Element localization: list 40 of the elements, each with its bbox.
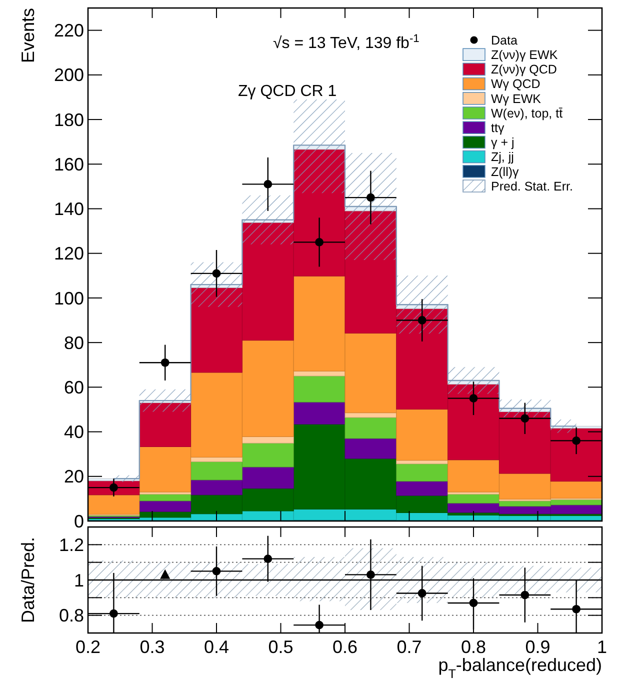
y-tick-label: 100 — [54, 288, 84, 308]
legend-label: γ + j — [491, 136, 514, 150]
y-tick-label: 200 — [54, 65, 84, 86]
legend-label: Pred. Stat. Err. — [491, 179, 573, 194]
x-tick-label: 0.7 — [396, 637, 422, 657]
x-tick-label: 0.6 — [332, 637, 358, 657]
annotation: √s = 13 TeV, 139 fb$^{-1}$ — [273, 33, 420, 52]
y-tick-label: 20 — [64, 466, 84, 487]
x-tick-label: 0.2 — [75, 637, 101, 657]
y-tick-label: 180 — [54, 110, 84, 130]
legend-label: Wγ QCD — [491, 77, 540, 92]
x-tick-label: 0.5 — [268, 637, 294, 657]
x-axis-title: p$_{T}$-balance(reduced) — [438, 655, 602, 681]
y-tick-label: 220 — [54, 20, 84, 41]
y-axis-title: Data/Pred. — [18, 536, 38, 624]
legend-label: Zj, jj — [491, 150, 514, 164]
x-tick-label: 1 — [596, 637, 608, 657]
legend-label: Z(ll)γ — [491, 164, 520, 179]
y-tick-label: 160 — [54, 154, 84, 174]
y-tick-label: 0 — [74, 511, 84, 532]
annotation: Zγ QCD CR 1 — [238, 83, 337, 100]
y-tick-label: 40 — [64, 422, 84, 442]
x-tick-label: 0.9 — [525, 637, 550, 657]
legend-label: Z(νν)γ QCD — [491, 62, 557, 77]
y-tick-label: 0.8 — [58, 606, 84, 626]
x-tick-label: 0.8 — [460, 637, 486, 657]
x-tick-label: 0.3 — [140, 637, 165, 657]
legend-label: W(eν), top, tt̄ — [491, 106, 564, 120]
y-tick-label: 1.2 — [58, 534, 84, 555]
legend-label: Wγ EWK — [491, 92, 542, 106]
y-tick-label: 120 — [54, 244, 84, 264]
y-tick-label: 60 — [64, 377, 84, 398]
y-axis-title: Events — [18, 8, 38, 64]
legend-label: Z(νν)γ EWK — [491, 48, 558, 62]
y-tick-label: 1 — [74, 570, 84, 590]
y-tick-label: 140 — [54, 199, 84, 220]
y-tick-label: 80 — [64, 332, 84, 353]
x-tick-label: 0.4 — [204, 637, 230, 657]
legend-label: ttγ — [491, 120, 505, 135]
legend-label: Data — [491, 33, 518, 48]
